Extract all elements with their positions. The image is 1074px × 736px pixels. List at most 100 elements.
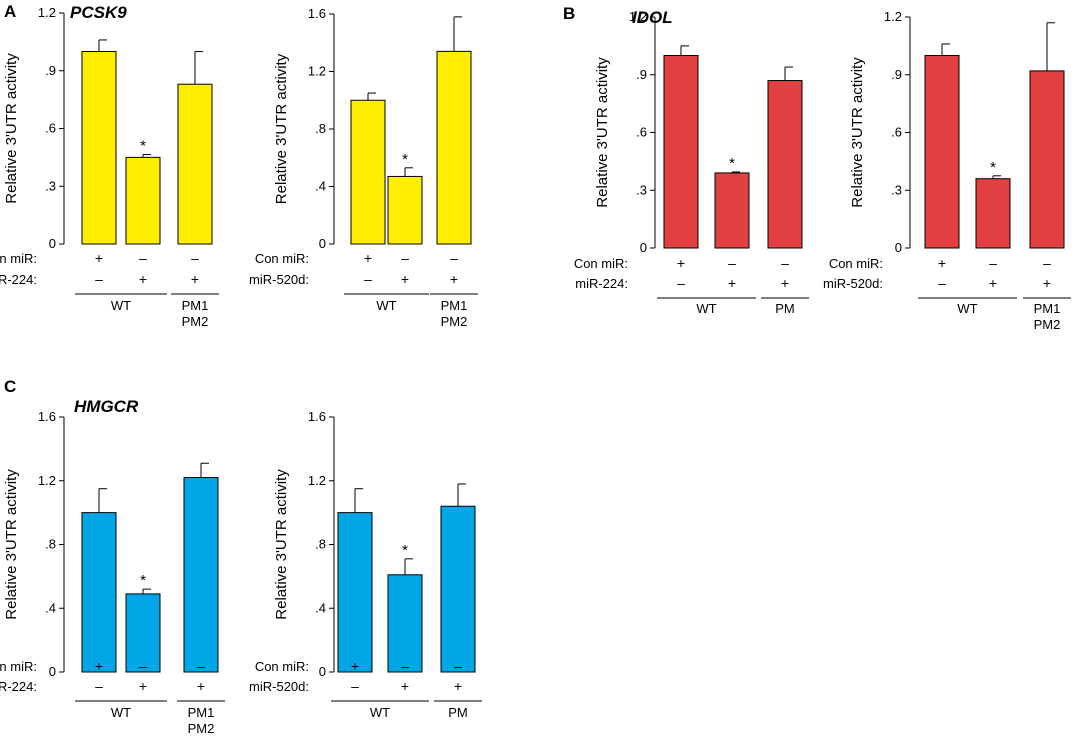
y-tick-label: 1.2 (884, 9, 902, 24)
bar (177, 83, 213, 245)
y-tick-label: 1.6 (308, 409, 326, 424)
row-label: miR-224: (575, 276, 628, 291)
y-tick-label: 0 (319, 664, 326, 679)
panel-letter-c: C (4, 377, 16, 396)
plus-sign: + (1043, 275, 1051, 291)
y-tick-label: 1.2 (308, 64, 326, 79)
plus-sign: + (139, 678, 147, 694)
bar (924, 55, 960, 249)
plus-sign: + (989, 275, 997, 291)
plus-sign: + (677, 255, 685, 271)
y-tick-label: .3 (891, 182, 902, 197)
plus-sign: + (364, 250, 372, 266)
group-label-line: PM2 (441, 314, 468, 329)
minus-sign: – (139, 658, 147, 674)
bar (125, 593, 161, 673)
minus-sign: – (139, 250, 147, 266)
group-label-line: PM2 (1034, 317, 1061, 332)
row-label: miR-224: (0, 679, 37, 694)
bar (350, 99, 386, 245)
plus-sign: + (454, 678, 462, 694)
row-label: miR-520d: (249, 679, 309, 694)
gene-title-hmgcr: HMGCR (74, 397, 139, 416)
y-tick-label: 1.6 (38, 409, 56, 424)
minus-sign: – (1043, 255, 1051, 271)
y-tick-label: .8 (315, 537, 326, 552)
group-label-line: PM2 (188, 721, 215, 736)
y-axis-label: Relative 3'UTR activity (594, 57, 611, 208)
row-label: Con miR: (255, 251, 309, 266)
y-tick-label: 1.2 (38, 473, 56, 488)
plus-sign: + (781, 275, 789, 291)
y-tick-label: 1.2 (629, 9, 647, 24)
group-label-line: PM1 (188, 705, 215, 720)
bar (81, 512, 117, 673)
y-tick-label: 0 (895, 240, 902, 255)
group-label-line: WT (370, 705, 390, 720)
group-label: PM1 PM2 (182, 298, 209, 329)
minus-sign: – (401, 658, 409, 674)
plus-sign: + (450, 271, 458, 287)
minus-sign: – (95, 271, 103, 287)
y-axis-label: Relative 3'UTR activity (273, 469, 290, 620)
y-tick-label: 1.2 (38, 5, 56, 20)
gene-title-pcsk9: PCSK9 (70, 3, 127, 22)
y-tick-label: .9 (45, 63, 56, 78)
bar (440, 505, 476, 673)
row-label: miR-224: (0, 272, 37, 287)
group-label: PM1 PM2 (188, 705, 215, 736)
group-label-line: WT (111, 705, 131, 720)
plus-sign: + (95, 658, 103, 674)
group-label-line: WT (696, 301, 716, 316)
plus-sign: + (351, 658, 359, 674)
chart-2: 0 .4 .8 1.2 1.6 Relative 3'UTR activity * Con m… (249, 6, 478, 329)
bar (81, 51, 117, 245)
minus-sign: – (454, 658, 462, 674)
group-label-line: WT (111, 298, 131, 313)
group-label-line: WT (376, 298, 396, 313)
bar (183, 477, 219, 673)
bar (125, 156, 161, 245)
minus-sign: – (351, 678, 359, 694)
plus-sign: + (938, 255, 946, 271)
row-label: Con miR: (829, 256, 883, 271)
row-label: Con miR: (255, 659, 309, 674)
group-label-line: PM1 (1034, 301, 1061, 316)
minus-sign: – (989, 255, 997, 271)
y-tick-label: .6 (636, 125, 647, 140)
bar (767, 80, 803, 249)
y-tick-label: 0 (49, 664, 56, 679)
group-label: PM (775, 301, 795, 316)
bar (1029, 70, 1065, 249)
y-tick-label: .6 (891, 125, 902, 140)
chart-6: 0 .4 .8 1.2 1.6 Relative 3'UTR activity * Con m… (249, 409, 482, 720)
plus-sign: + (95, 250, 103, 266)
plus-sign: + (401, 271, 409, 287)
significance-star: * (402, 151, 408, 168)
row-label: Con miR: (0, 659, 37, 674)
y-tick-label: .4 (315, 179, 326, 194)
minus-sign: – (728, 255, 736, 271)
y-axis-label: Relative 3'UTR activity (3, 53, 20, 204)
group-label: WT (111, 298, 131, 313)
chart-4: 0 .3 .6 .9 1.2 Relative 3'UTR activity * Con mi… (823, 9, 1071, 332)
group-label: WT (696, 301, 716, 316)
group-label: WT (376, 298, 396, 313)
panel-letter-a: A (4, 2, 16, 21)
significance-star: * (140, 572, 146, 589)
y-tick-label: 1.2 (308, 473, 326, 488)
minus-sign: – (191, 250, 199, 266)
bar (975, 178, 1011, 249)
row-label: Con miR: (0, 251, 37, 266)
bar (663, 55, 699, 249)
y-tick-label: 0 (49, 236, 56, 251)
group-label: WT (111, 705, 131, 720)
plus-sign: + (139, 271, 147, 287)
y-tick-label: .3 (636, 182, 647, 197)
row-label: Con miR: (574, 256, 628, 271)
significance-star: * (140, 137, 146, 154)
group-label-line: PM (448, 705, 468, 720)
group-label-line: PM2 (182, 314, 209, 329)
group-label: WT (957, 301, 977, 316)
